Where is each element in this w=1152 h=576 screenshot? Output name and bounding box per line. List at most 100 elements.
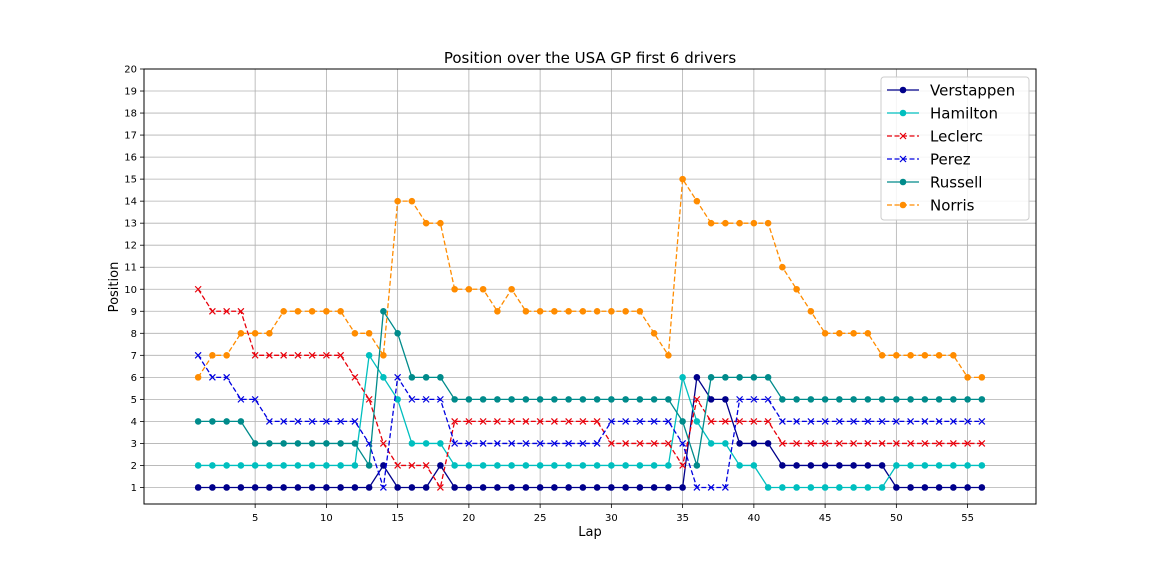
data-point-russell <box>864 396 872 403</box>
data-point-leclerc <box>949 440 957 447</box>
data-point-perez <box>408 395 416 403</box>
marker-stroke <box>322 417 330 425</box>
data-point-norris <box>864 330 872 337</box>
y-tick-label: 9 <box>131 307 137 318</box>
data-point-verstappen <box>266 484 273 491</box>
data-point-verstappen <box>422 484 430 491</box>
marker-stroke <box>208 307 216 315</box>
data-point-hamilton <box>593 462 601 469</box>
marker-stroke <box>194 285 202 293</box>
data-point-perez <box>337 417 345 425</box>
marker-stroke <box>707 417 715 425</box>
marker-stroke <box>593 440 601 447</box>
x-tick-label: 15 <box>391 513 404 524</box>
data-point-perez <box>436 395 444 403</box>
data-point-norris <box>494 307 501 315</box>
series-russell <box>194 307 986 469</box>
marker-stroke <box>821 440 829 447</box>
data-point-leclerc <box>422 462 430 469</box>
marker-stroke <box>522 417 530 425</box>
marker-stroke <box>850 440 858 447</box>
data-point-norris <box>565 307 572 315</box>
data-point-hamilton <box>380 374 387 381</box>
data-point-verstappen <box>707 396 715 403</box>
data-point-norris <box>793 285 800 293</box>
data-point-perez <box>921 417 929 425</box>
series-verstappen <box>194 374 986 491</box>
data-point-verstappen <box>294 484 302 491</box>
data-point-norris <box>921 352 929 359</box>
data-point-norris <box>807 307 815 315</box>
marker-stroke <box>636 440 644 447</box>
data-point-russell <box>365 462 373 469</box>
data-point-hamilton <box>237 462 245 469</box>
marker-stroke <box>308 351 316 359</box>
marker-stroke <box>422 395 430 403</box>
marker-stroke <box>899 155 907 163</box>
marker-stroke <box>408 462 416 469</box>
data-point-perez <box>736 395 744 403</box>
marker-stroke <box>807 440 815 447</box>
data-point-verstappen <box>807 462 815 469</box>
legend-label: Russell <box>930 174 982 192</box>
data-point-leclerc <box>351 373 359 381</box>
data-point-russell <box>394 330 401 337</box>
data-point-leclerc <box>650 440 658 447</box>
data-point-perez <box>593 440 601 447</box>
marker-stroke <box>778 440 786 447</box>
data-point-perez <box>280 417 288 425</box>
data-point-leclerc <box>265 351 273 359</box>
y-tick-label: 4 <box>131 417 137 428</box>
marker-stroke <box>664 440 672 447</box>
data-point-verstappen <box>280 484 287 491</box>
data-point-leclerc <box>764 417 772 425</box>
data-point-perez <box>949 417 957 425</box>
data-point-leclerc <box>807 440 815 447</box>
data-point-leclerc <box>736 417 744 425</box>
data-point-russell <box>579 396 587 403</box>
data-point-leclerc <box>479 417 487 425</box>
series-leclerc <box>194 285 986 491</box>
marker-stroke <box>892 440 900 447</box>
marker-stroke <box>436 484 444 491</box>
legend-item-norris: Norris <box>887 197 975 215</box>
data-point-hamilton <box>950 462 957 469</box>
data-point-leclerc <box>408 462 416 469</box>
marker-stroke <box>508 440 516 447</box>
data-point-verstappen <box>365 484 373 491</box>
data-point-russell <box>380 307 387 315</box>
data-point-hamilton <box>408 440 416 447</box>
marker-stroke <box>451 440 459 447</box>
marker-stroke <box>679 462 687 469</box>
data-point-leclerc <box>679 462 687 469</box>
data-point-perez <box>294 417 302 425</box>
data-point-leclerc <box>721 417 729 425</box>
marker-stroke <box>721 484 729 491</box>
data-point-hamilton <box>679 374 686 381</box>
y-tick-label: 2 <box>131 461 137 472</box>
data-point-hamilton <box>437 440 444 447</box>
data-point-russell <box>479 396 487 403</box>
data-point-norris <box>394 197 401 205</box>
data-point-leclerc <box>522 417 530 425</box>
x-axis-label: Lap <box>578 525 601 540</box>
marker-stroke <box>194 351 202 359</box>
data-point-verstappen <box>693 374 701 381</box>
data-point-hamilton <box>764 484 772 491</box>
data-point-leclerc <box>308 351 316 359</box>
data-point-verstappen <box>536 484 544 491</box>
data-point-norris <box>380 352 387 359</box>
x-tick-label: 30 <box>605 513 618 524</box>
data-point-perez <box>536 440 544 447</box>
data-point-leclerc <box>208 307 216 315</box>
legend: Verstappen Hamilton Leclerc Perez Russell Nor… <box>880 76 1030 221</box>
data-point-norris <box>693 197 701 205</box>
data-point-hamilton <box>921 462 929 469</box>
data-point-perez <box>964 417 972 425</box>
data-point-hamilton <box>821 484 829 491</box>
marker-stroke <box>365 395 373 403</box>
data-point-hamilton <box>194 462 202 469</box>
marker-stroke <box>479 417 487 425</box>
x-tick-label: 55 <box>961 513 974 524</box>
data-point-verstappen <box>451 484 458 491</box>
